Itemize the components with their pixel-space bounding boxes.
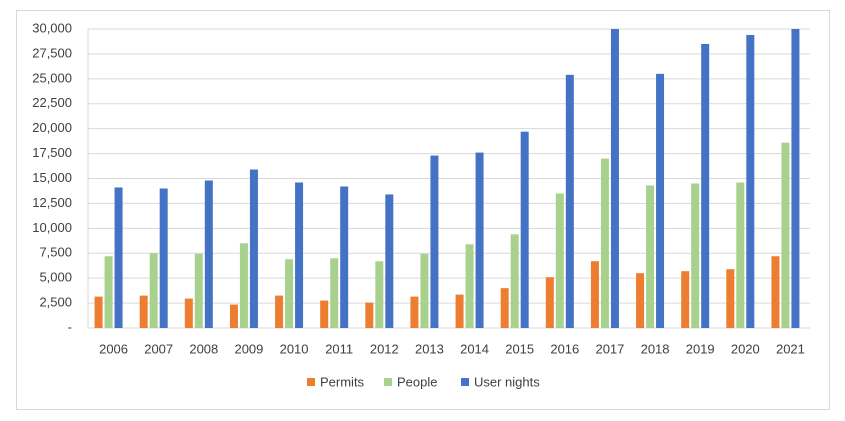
y-tick-label: 25,000 [32, 70, 72, 85]
y-tick-label: 17,500 [32, 145, 72, 160]
bar [375, 261, 384, 328]
bar [555, 193, 564, 328]
y-tick-label: 7,500 [39, 245, 72, 260]
bar [285, 259, 294, 328]
bar [656, 73, 665, 328]
bar [590, 261, 599, 328]
bar [781, 142, 790, 328]
bar [500, 288, 509, 328]
bar [340, 186, 349, 328]
bar [184, 298, 193, 328]
x-tick-label: 2017 [595, 341, 624, 356]
bar [746, 34, 755, 328]
bar [385, 194, 394, 328]
bar [104, 256, 113, 328]
bar [239, 243, 248, 328]
bar [420, 253, 429, 328]
bar [636, 273, 645, 328]
bar [791, 29, 800, 328]
bar [149, 253, 158, 328]
x-tick-label: 2014 [460, 341, 489, 356]
y-tick-label: 5,000 [39, 270, 72, 285]
bar [430, 155, 439, 328]
bar [771, 256, 780, 328]
legend-label: Permits [320, 374, 365, 389]
x-tick-label: 2009 [234, 341, 263, 356]
bar [330, 258, 339, 328]
legend-swatch [461, 378, 469, 386]
bar [229, 304, 238, 328]
bar [701, 43, 710, 328]
x-tick-label: 2007 [144, 341, 173, 356]
bar [159, 188, 168, 328]
y-tick-label: 20,000 [32, 120, 72, 135]
y-tick-label: 22,500 [32, 95, 72, 110]
bar [736, 182, 745, 328]
bar [204, 180, 213, 328]
x-tick-label: 2012 [370, 341, 399, 356]
bar [600, 158, 609, 328]
bar [410, 296, 419, 328]
legend-label: People [397, 374, 437, 389]
bar [94, 296, 103, 328]
bar [520, 131, 529, 328]
bar [114, 187, 123, 328]
x-tick-label: 2008 [189, 341, 218, 356]
bar [365, 302, 374, 328]
bar [320, 300, 329, 328]
x-tick-label: 2010 [280, 341, 309, 356]
y-tick-label: 10,000 [32, 220, 72, 235]
legend-label: User nights [474, 374, 540, 389]
legend-swatch [307, 378, 315, 386]
bar [646, 185, 655, 328]
x-tick-label: 2011 [325, 341, 353, 356]
x-tick-label: 2013 [415, 341, 444, 356]
bar [681, 271, 690, 328]
bar [691, 183, 700, 328]
bar [295, 182, 304, 328]
x-tick-label: 2019 [686, 341, 715, 356]
bar [565, 74, 574, 328]
bar [249, 169, 258, 328]
bar [194, 253, 203, 328]
bar [275, 295, 284, 328]
bar [455, 294, 464, 328]
x-tick-label: 2016 [550, 341, 579, 356]
x-tick-label: 2021 [776, 341, 805, 356]
legend-swatch [384, 378, 392, 386]
bar [610, 29, 619, 328]
bar [139, 295, 148, 328]
bar [726, 269, 735, 328]
y-tick-label: - [68, 319, 72, 334]
x-tick-label: 2015 [505, 341, 534, 356]
bar [475, 152, 484, 328]
bar [545, 277, 554, 328]
y-tick-label: 30,000 [32, 20, 72, 35]
bar [510, 234, 519, 328]
bar [465, 244, 474, 328]
y-tick-label: 27,500 [32, 45, 72, 60]
x-tick-label: 2018 [641, 341, 670, 356]
y-tick-label: 12,500 [32, 195, 72, 210]
y-tick-label: 15,000 [32, 170, 72, 185]
y-tick-label: 2,500 [39, 295, 72, 310]
x-tick-label: 2020 [731, 341, 760, 356]
x-tick-label: 2006 [99, 341, 128, 356]
